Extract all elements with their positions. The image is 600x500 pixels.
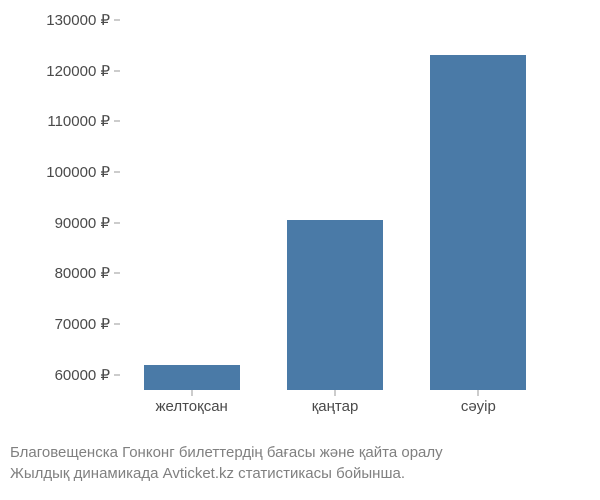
x-tick-label: сәуір [461, 398, 496, 415]
y-tick-mark [114, 273, 120, 274]
bar [144, 365, 240, 390]
x-tick-label: желтоқсан [155, 398, 227, 415]
y-tick-label: 70000 ₽ [10, 315, 110, 333]
plot-area [120, 20, 550, 390]
chart-caption: Благовещенска Гонконг билеттердің бағасы… [10, 442, 590, 484]
y-tick-label: 90000 ₽ [10, 214, 110, 232]
y-tick-mark [114, 20, 120, 21]
x-tick-mark [335, 390, 336, 396]
y-tick-mark [114, 374, 120, 375]
x-tick-mark [191, 390, 192, 396]
y-tick-label: 80000 ₽ [10, 264, 110, 282]
caption-line-2: Жылдық динамикада Avticket.kz статистика… [10, 463, 590, 484]
y-tick-mark [114, 324, 120, 325]
y-tick-label: 100000 ₽ [10, 163, 110, 181]
y-tick-mark [114, 222, 120, 223]
x-tick-label: қаңтар [312, 398, 359, 415]
y-tick-mark [114, 172, 120, 173]
y-tick-mark [114, 121, 120, 122]
bar-chart: 60000 ₽ 70000 ₽ 80000 ₽ 90000 ₽ 100000 ₽ 1100… [10, 10, 590, 430]
x-tick-mark [478, 390, 479, 396]
y-tick-label: 60000 ₽ [10, 366, 110, 384]
y-tick-label: 110000 ₽ [10, 112, 110, 130]
caption-line-1: Благовещенска Гонконг билеттердің бағасы… [10, 442, 590, 463]
bar [287, 220, 383, 390]
y-tick-label: 130000 ₽ [10, 11, 110, 29]
bar [430, 55, 526, 390]
y-tick-label: 120000 ₽ [10, 62, 110, 80]
y-tick-mark [114, 70, 120, 71]
